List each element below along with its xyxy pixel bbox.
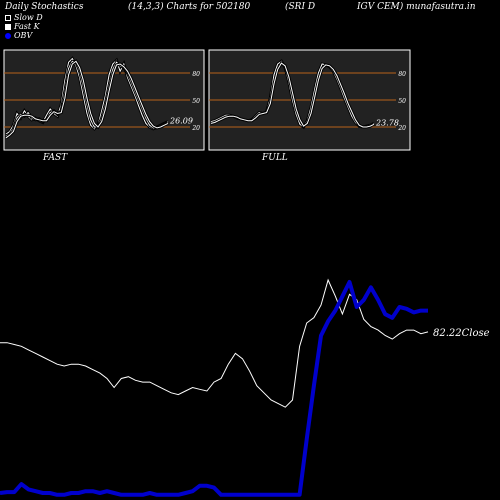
obv-swatch [5,32,11,39]
price-line [0,278,429,408]
symbol-text-1: (SRI D [285,2,316,12]
fast-level-label: 80 [192,71,200,78]
last-price-label: 82.22Close [433,328,490,339]
slow-d-swatch [5,14,11,21]
chart-params: (14,3,3) Charts for 502180 [128,2,251,12]
full-last-value-label: 23.78 [375,118,399,127]
legend-slow-d: Slow D [5,13,43,22]
fast-k-swatch [5,23,11,30]
legend-label: Slow D [14,13,43,22]
fast-last-value-label: 26.09 [169,117,193,126]
fast-level-label: 50 [192,98,200,105]
legend-label: Fast K [14,22,40,31]
full-series-1 [210,62,375,128]
legend-obv: OBV [5,31,32,40]
legend-fast-k: Fast K [5,22,40,31]
legend-label: OBV [14,31,33,40]
chart-title: Daily Stochastics [5,2,84,12]
full-panel-caption: FULL [262,153,288,163]
fast-level-label: 20 [191,125,200,132]
full-level-label: 20 [397,125,406,132]
obv-line [0,280,428,497]
full-level-label: 50 [398,98,406,105]
fast-panel-caption: FAST [43,153,68,163]
symbol-text-2: IGV CEM) munafasutra.in [357,2,476,12]
full-level-label: 80 [398,71,406,78]
fast-series-2 [5,60,169,139]
